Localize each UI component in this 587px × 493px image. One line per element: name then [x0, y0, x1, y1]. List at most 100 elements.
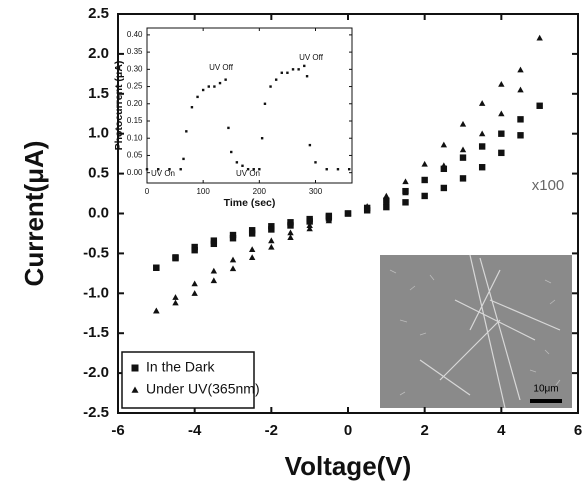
x-tick-label: 200 — [253, 187, 267, 196]
square-marker — [478, 143, 486, 150]
x-axis-label: Time (sec) — [224, 197, 276, 209]
square-marker — [172, 254, 179, 262]
y-tick-label: 0.15 — [127, 116, 143, 125]
y-tick-label: 2.5 — [88, 5, 109, 22]
y-tick-label: 0.5 — [88, 165, 109, 182]
point — [190, 106, 194, 109]
triangle-marker — [287, 234, 294, 240]
point — [297, 68, 300, 71]
triangle-marker — [306, 225, 313, 232]
annotation: x100 — [532, 177, 565, 194]
point — [263, 102, 267, 105]
square-marker — [306, 218, 313, 225]
y-tick-label: 0.0 — [88, 204, 109, 221]
triangle-marker — [229, 265, 237, 272]
triangle-marker — [421, 176, 428, 183]
triangle-marker — [536, 34, 543, 41]
square-marker — [459, 175, 467, 182]
point — [145, 168, 149, 171]
y-tick-label: -1.0 — [83, 284, 109, 301]
triangle-marker — [498, 110, 505, 117]
triangle-marker — [517, 66, 524, 73]
point — [168, 168, 171, 171]
square-marker — [268, 226, 275, 233]
square-marker — [478, 164, 486, 171]
triangle-marker — [210, 267, 218, 274]
legend-label: Under UV(365nm) — [146, 381, 260, 397]
triangle-marker — [498, 81, 505, 87]
annotation: 10μm — [533, 384, 558, 395]
point — [291, 68, 295, 71]
triangle-marker — [363, 203, 371, 209]
square-marker — [210, 240, 218, 248]
point — [269, 85, 272, 88]
triangle-marker — [325, 217, 333, 224]
y-tick-label: 0.25 — [127, 82, 143, 91]
square-marker — [459, 154, 467, 161]
annotation: UV Off — [299, 53, 324, 62]
x-tick-label: 100 — [196, 187, 210, 196]
point — [196, 95, 199, 99]
point — [336, 168, 340, 171]
legend-label: In the Dark — [146, 359, 215, 375]
y-tick-label: 0.10 — [127, 133, 143, 142]
square-marker — [517, 132, 524, 139]
point — [308, 143, 312, 147]
sem-image — [380, 254, 572, 409]
point — [274, 78, 278, 81]
square-marker — [248, 230, 256, 237]
triangle-marker — [478, 130, 486, 137]
triangle-marker — [517, 86, 524, 93]
y-tick-label: 0.05 — [127, 151, 143, 160]
annotation: UV Off — [209, 63, 234, 72]
triangle-marker — [478, 100, 486, 106]
square-marker — [498, 130, 505, 137]
point — [325, 168, 328, 171]
triangle-marker — [268, 237, 275, 244]
point — [280, 71, 283, 74]
point — [182, 157, 185, 161]
point — [207, 85, 210, 88]
x-tick-label: -6 — [111, 422, 124, 439]
triangle-marker — [191, 290, 198, 296]
x-tick-label: 300 — [309, 187, 323, 196]
point — [314, 161, 317, 164]
triangle-marker — [459, 146, 467, 153]
x-axis-label: Voltage(V) — [285, 451, 412, 481]
x-tick-label: 4 — [497, 422, 506, 439]
y-tick-label: -2.5 — [83, 404, 109, 421]
point — [157, 168, 160, 171]
point — [303, 64, 306, 68]
square-marker — [287, 222, 294, 229]
y-tick-label: 0.35 — [127, 47, 143, 56]
triangle-marker — [421, 160, 428, 167]
square-marker — [383, 203, 390, 211]
square-marker — [153, 264, 160, 271]
x-tick-label: 0 — [344, 422, 352, 439]
triangle-marker — [440, 162, 448, 169]
square-marker — [191, 247, 198, 254]
point — [305, 75, 309, 78]
square-marker — [440, 165, 448, 173]
triangle-marker — [172, 294, 179, 300]
y-tick-label: 0.00 — [127, 168, 143, 177]
point — [227, 126, 230, 130]
square-marker — [421, 192, 428, 200]
y-tick-label: 0.20 — [127, 99, 143, 108]
square-marker — [229, 235, 237, 242]
y-tick-label: 0.30 — [127, 64, 143, 73]
y-tick-label: -2.0 — [83, 364, 109, 381]
x-tick-label: 0 — [145, 187, 150, 196]
point — [230, 150, 233, 154]
triangle-marker — [383, 199, 390, 205]
y-tick-label: 0.40 — [127, 30, 143, 39]
triangle-marker — [172, 299, 179, 306]
square-marker — [536, 102, 543, 109]
point — [218, 81, 222, 85]
point — [235, 161, 239, 164]
y-tick-label: 1.0 — [88, 125, 109, 142]
point — [246, 168, 250, 171]
legend-marker — [131, 364, 139, 372]
triangle-marker — [402, 178, 409, 185]
